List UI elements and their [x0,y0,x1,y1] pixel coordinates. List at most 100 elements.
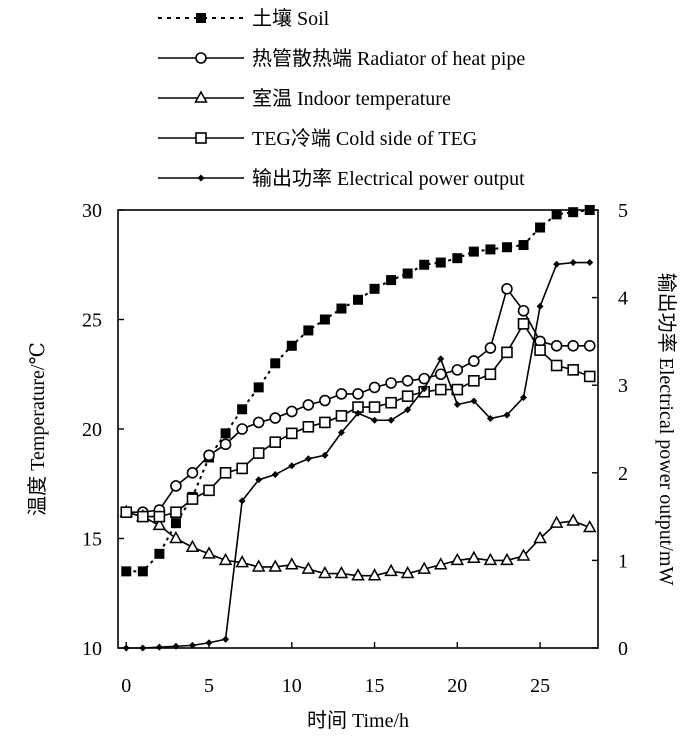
right-y-tick-label: 1 [618,550,628,572]
data-point [271,471,279,479]
data-point [170,506,182,519]
right-y-tick-label: 2 [618,463,628,485]
data-point [285,427,298,440]
data-point [186,493,199,505]
data-point [483,552,498,566]
legend-item: 热管散热端 Radiator of heat pipe [158,47,525,70]
data-point [569,259,577,267]
data-point [255,476,263,484]
data-point [435,257,446,268]
data-point [285,405,298,418]
data-point [437,355,445,363]
data-point [484,368,497,381]
left-y-axis-ticks: 10 15 20 25 30 [82,200,124,660]
data-point [152,517,167,531]
data-point [170,518,181,529]
left-y-tick-label: 25 [82,310,102,332]
data-point [122,644,130,652]
data-point [337,429,345,437]
data-point [335,410,348,422]
data-point [304,455,312,463]
data-point [467,550,481,563]
legend-marker [194,90,208,103]
legend-marker [196,13,206,23]
left-y-tick-label: 15 [82,529,102,551]
data-point [237,404,248,415]
data-point [369,283,380,294]
data-point [387,416,395,424]
data-point [404,406,412,414]
data-point [550,339,563,352]
data-point [302,399,315,411]
data-point [120,506,133,519]
data-point [170,480,182,492]
data-point [303,325,314,336]
data-point [352,388,364,400]
data-point [351,568,365,581]
data-point [451,364,464,376]
legend-label: TEG冷端 Cold side of TEG [252,127,477,150]
data-point [536,302,544,310]
data-point [236,462,248,475]
data-point [335,388,348,400]
right-y-tick-label: 0 [618,638,628,660]
data-point [252,447,265,459]
legend: 土壤 Soil 热管散热端 Radiator of heat pipe 室温 Ind… [158,7,525,190]
data-point [419,259,430,270]
data-point [535,222,546,233]
data-point [319,394,331,407]
data-point [484,342,497,354]
data-point [269,412,282,424]
legend-marker [195,52,207,64]
legend-item: 室温 Indoor temperature [158,87,451,110]
data-point [517,304,530,317]
data-point [401,375,414,387]
data-point [534,344,546,356]
data-point [468,246,479,257]
data-point [153,510,166,523]
data-point [185,539,200,553]
data-point [470,397,478,405]
plot-area-frame [117,209,599,649]
data-point [452,253,463,264]
data-point [353,294,363,305]
series-4 [120,318,596,523]
data-point [401,390,414,402]
data-point [400,565,415,579]
data-point [517,318,530,330]
data-point [582,519,597,533]
data-point [385,396,397,409]
data-point [486,414,494,422]
data-point [402,268,413,279]
data-point [354,409,362,417]
data-point [583,339,596,352]
series-line [126,322,591,518]
data-point [318,565,332,579]
left-y-tick-label: 20 [82,419,102,441]
data-point [286,340,297,351]
data-point [288,462,296,470]
data-point [553,260,561,268]
data-point [205,639,213,647]
data-point [417,561,431,574]
data-point [202,546,216,559]
right-y-tick-label: 4 [618,288,628,310]
left-y-tick-label: 30 [82,200,102,222]
data-point [188,641,196,649]
data-point [155,643,163,651]
axes: 0 5 10 15 20 25 10 15 20 25 30 0 1 2 3 4 5 时间 Time/h 温… [26,200,678,732]
right-y-axis-title: 输出功率 Electrical power output/mW [655,273,678,586]
data-point [169,530,183,544]
data-point [503,411,511,419]
series-layer [119,205,597,652]
data-point [367,568,382,581]
legend-item: 土壤 Soil [158,7,330,30]
data-point [420,385,428,393]
data-point [433,557,448,570]
right-y-tick-label: 3 [618,375,628,397]
x-axis-title: 时间 Time/h [307,709,409,732]
data-point [253,382,264,393]
x-tick-label: 5 [204,675,214,697]
data-point [384,563,398,577]
right-y-axis-ticks: 0 1 2 3 4 5 [592,200,628,660]
